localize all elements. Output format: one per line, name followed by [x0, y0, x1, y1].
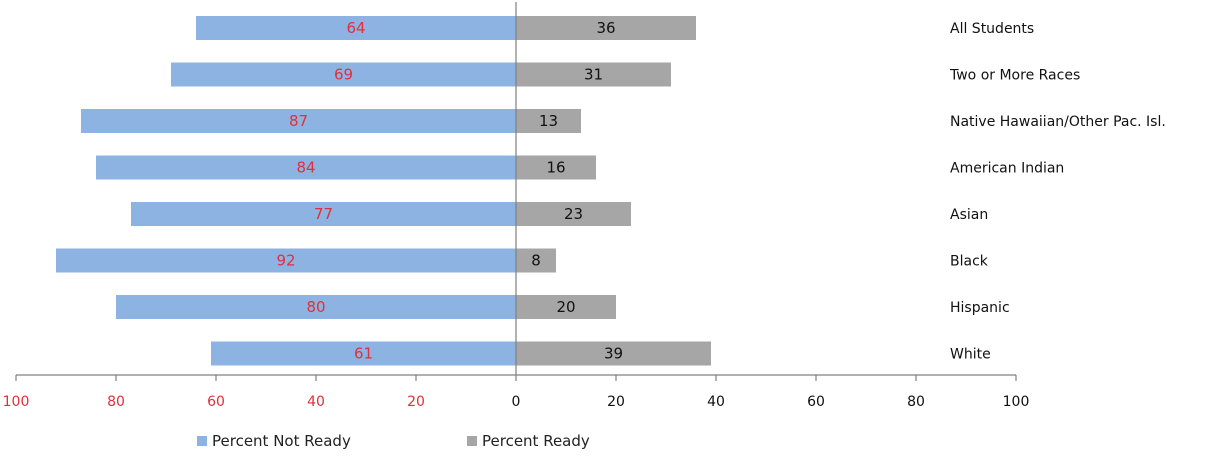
category-label: White: [950, 347, 991, 363]
bar-not-ready: [211, 341, 516, 366]
x-tick-label-right: 100: [1003, 394, 1030, 410]
category-label: Native Hawaiian/Other Pac. Isl.: [950, 114, 1166, 130]
legend-item-not-ready: Percent Not Ready: [197, 432, 351, 450]
category-label: Asian: [950, 207, 988, 223]
x-tick-label-left: 100: [3, 394, 30, 410]
x-tick-label-left: 80: [107, 394, 125, 410]
bar-ready: [516, 295, 616, 319]
category-label: American Indian: [950, 161, 1064, 177]
x-tick-label-left: 40: [307, 394, 325, 410]
category-label: All Students: [950, 21, 1034, 37]
bar-ready: [516, 155, 596, 180]
bar-not-ready: [116, 295, 516, 319]
category-label: Two or More Races: [949, 68, 1080, 84]
x-tick-label-left: 20: [407, 394, 425, 410]
data-label-not-ready: 80: [306, 298, 325, 316]
axis-layer: 100 80 60 40 20 0 20 40 60 80 100: [3, 2, 1030, 410]
bar-ready: [516, 16, 696, 40]
data-label-not-ready: 84: [296, 159, 315, 177]
category-label: Black: [950, 254, 989, 270]
bar-ready: [516, 248, 556, 273]
data-label-ready: 36: [596, 19, 615, 37]
labels-layer: 64 36 All Students 69 31 Two or More Races 87 1…: [276, 19, 1165, 363]
data-label-ready: 8: [531, 252, 541, 270]
legend-swatch: [197, 436, 207, 446]
data-label-ready: 39: [604, 345, 623, 363]
data-label-not-ready: 92: [276, 252, 295, 270]
bar-ready: [516, 341, 711, 366]
legend-label: Percent Not Ready: [212, 432, 351, 450]
data-label-ready: 13: [539, 112, 558, 130]
bar-not-ready: [131, 202, 516, 226]
legend: Percent Not Ready Percent Ready: [197, 432, 590, 450]
legend-item-ready: Percent Ready: [467, 432, 590, 450]
x-tick-label-right: 20: [607, 394, 625, 410]
bar-not-ready: [171, 62, 516, 87]
data-label-ready: 20: [556, 298, 575, 316]
data-label-not-ready: 64: [346, 19, 365, 37]
data-label-ready: 16: [546, 159, 565, 177]
x-tick-label-right: 60: [807, 394, 825, 410]
legend-label: Percent Ready: [482, 432, 590, 450]
bar-not-ready: [96, 155, 516, 180]
data-label-not-ready: 77: [314, 205, 333, 223]
data-label-not-ready: 61: [354, 345, 373, 363]
bar-ready: [516, 62, 671, 87]
bar-not-ready: [81, 109, 516, 133]
bars-layer: [56, 16, 711, 366]
bar-not-ready: [56, 248, 516, 273]
data-label-not-ready: 87: [289, 112, 308, 130]
x-tick-label-right: 0: [512, 394, 521, 410]
bar-ready: [516, 202, 631, 226]
bar-ready: [516, 109, 581, 133]
category-label: Hispanic: [950, 300, 1010, 316]
legend-swatch: [467, 436, 477, 446]
x-tick-label-right: 40: [707, 394, 725, 410]
x-tick-label-left: 60: [207, 394, 225, 410]
data-label-not-ready: 69: [334, 66, 353, 84]
data-label-ready: 23: [564, 205, 583, 223]
data-label-ready: 31: [584, 66, 603, 84]
x-tick-label-right: 80: [907, 394, 925, 410]
bar-not-ready: [196, 16, 516, 40]
